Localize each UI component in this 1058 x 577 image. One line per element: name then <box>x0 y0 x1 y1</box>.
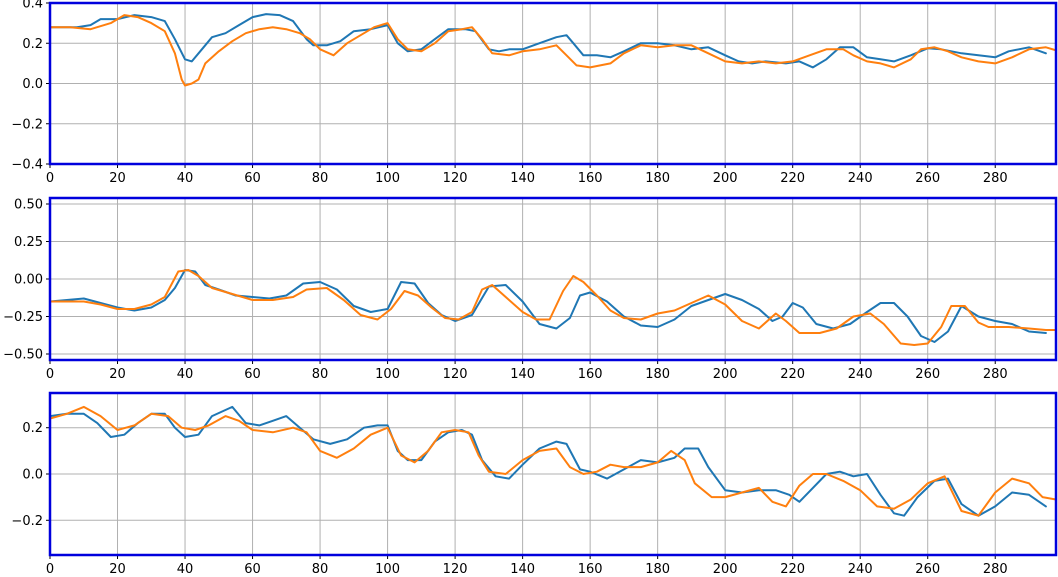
y-tick-label: 0.0 <box>22 77 43 92</box>
x-tick-label: 200 <box>713 562 738 577</box>
x-tick-label: 280 <box>983 562 1008 577</box>
y-tick-label: −0.25 <box>3 310 43 325</box>
y-tick-label: 0.2 <box>22 421 43 436</box>
plot-frame <box>48 391 1058 557</box>
series-line-1 <box>50 405 1047 517</box>
y-tick-label: −0.50 <box>3 348 43 363</box>
x-tick-label: 60 <box>244 562 261 577</box>
plot-frame <box>48 1 1058 166</box>
x-tick-label: 200 <box>713 171 738 186</box>
subplot-2: 0 20 40 60 80 100 120 140 160 180 200 220 240 260 280 −… <box>3 196 1058 382</box>
x-tick-label: 40 <box>177 171 194 186</box>
x-tick-label: 0 <box>46 367 54 382</box>
x-tick-label: 120 <box>443 367 468 382</box>
x-tick-label: 220 <box>780 367 805 382</box>
x-tick-label: 140 <box>510 367 535 382</box>
y-tick-label: 0.00 <box>14 273 43 288</box>
x-tick-label: 100 <box>375 562 400 577</box>
x-tick-label: 240 <box>848 171 873 186</box>
subplot-3: 0 20 40 60 80 100 120 140 160 180 200 220 240 260 280 −… <box>11 391 1058 577</box>
x-tick-label: 80 <box>312 171 329 186</box>
x-tick-label: 280 <box>983 171 1008 186</box>
x-tick-label: 20 <box>109 171 126 186</box>
y-tick-label: 0.0 <box>22 468 43 483</box>
x-tick-label: 120 <box>443 562 468 577</box>
y-tick-label: 0.25 <box>14 235 43 250</box>
series-line-2 <box>50 14 1056 87</box>
x-tick-label: 260 <box>915 562 940 577</box>
x-tick-label: 240 <box>848 367 873 382</box>
series-line-2 <box>50 405 1056 517</box>
x-tick-label: 120 <box>443 171 468 186</box>
x-tick-label: 60 <box>244 171 261 186</box>
x-tick-label: 220 <box>780 171 805 186</box>
x-tick-label: 0 <box>46 562 54 577</box>
x-tick-label: 0 <box>46 171 54 186</box>
x-tick-label: 260 <box>915 171 940 186</box>
y-tick-label: −0.2 <box>11 514 43 529</box>
plot-frame <box>48 196 1058 362</box>
x-tick-label: 40 <box>177 562 194 577</box>
x-tick-label: 180 <box>645 171 670 186</box>
x-tick-label: 220 <box>780 562 805 577</box>
subplot-1: 0 20 40 60 80 100 120 140 160 180 200 220 240 260 280 −… <box>11 0 1058 186</box>
x-tick-label: 20 <box>109 367 126 382</box>
y-tick-label: 0.2 <box>22 37 43 52</box>
x-tick-label: 20 <box>109 562 126 577</box>
x-tick-label: 260 <box>915 367 940 382</box>
x-tick-label: 240 <box>848 562 873 577</box>
x-tick-label: 160 <box>578 367 603 382</box>
series-line-1 <box>50 13 1047 69</box>
x-tick-label: 100 <box>375 171 400 186</box>
x-tick-label: 140 <box>510 562 535 577</box>
x-tick-label: 60 <box>244 367 261 382</box>
x-tick-label: 280 <box>983 367 1008 382</box>
y-tick-label: 0.4 <box>22 0 43 12</box>
y-tick-label: −0.2 <box>11 117 43 132</box>
x-tick-label: 160 <box>578 171 603 186</box>
series-line-1 <box>50 269 1047 343</box>
x-tick-label: 80 <box>312 562 329 577</box>
x-tick-label: 180 <box>645 562 670 577</box>
x-tick-label: 40 <box>177 367 194 382</box>
x-tick-label: 160 <box>578 562 603 577</box>
series-line-2 <box>50 269 1056 346</box>
x-tick-label: 140 <box>510 171 535 186</box>
y-tick-label: 0.50 <box>14 198 43 213</box>
x-tick-label: 80 <box>312 367 329 382</box>
x-tick-label: 180 <box>645 367 670 382</box>
x-tick-label: 200 <box>713 367 738 382</box>
y-tick-label: −0.4 <box>11 158 43 173</box>
x-tick-label: 100 <box>375 367 400 382</box>
